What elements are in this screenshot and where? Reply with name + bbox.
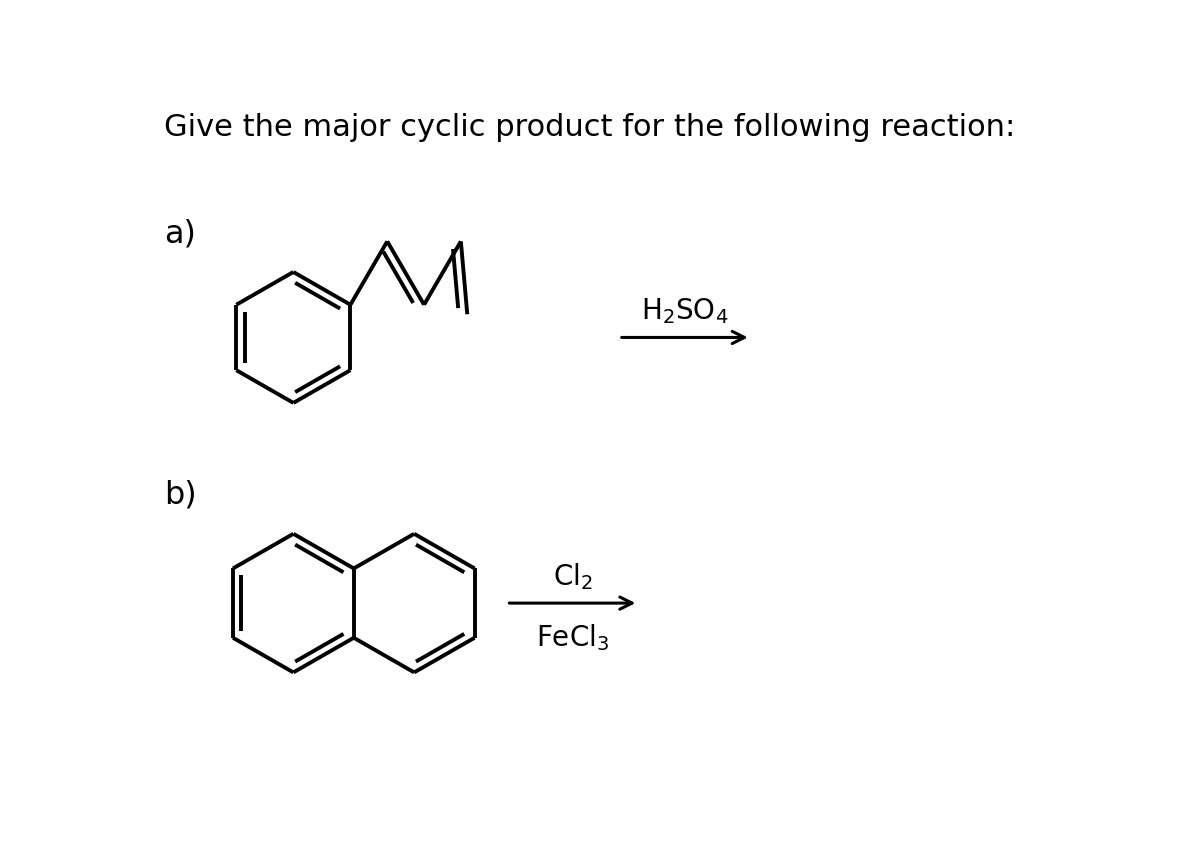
Text: a): a) <box>164 218 196 249</box>
Text: H$_2$SO$_4$: H$_2$SO$_4$ <box>641 296 728 326</box>
Text: b): b) <box>164 480 197 511</box>
Text: Cl$_2$: Cl$_2$ <box>552 561 593 592</box>
Text: FeCl$_3$: FeCl$_3$ <box>535 622 608 653</box>
Text: Give the major cyclic product for the following reaction:: Give the major cyclic product for the fo… <box>164 113 1015 142</box>
